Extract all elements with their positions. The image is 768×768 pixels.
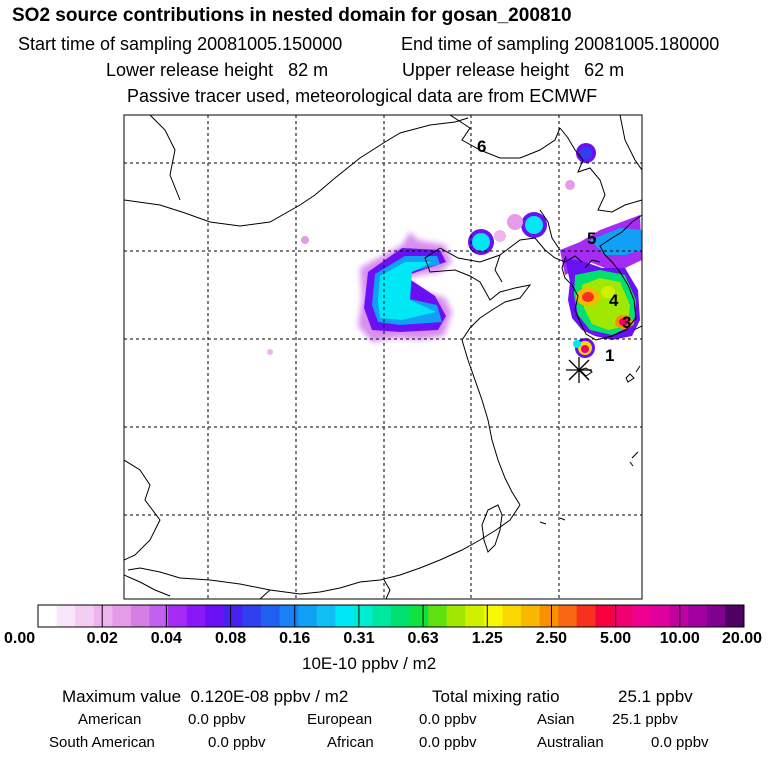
colorbar-swatch <box>112 605 132 627</box>
colorbar-swatch <box>576 605 596 627</box>
colorbar-frame <box>37 604 745 628</box>
colorbar-swatch <box>632 605 652 627</box>
maximum-value-label: Maximum value 0.120E-08 ppbv / m2 <box>62 687 349 706</box>
colorbar-tick-label: 0.04 <box>150 630 182 647</box>
colorbar-swatch <box>725 605 745 627</box>
region-name-asian: Asian <box>537 711 575 728</box>
colorbar-tick-label: 0.16 <box>279 630 311 647</box>
region-name-african: African <box>327 734 374 751</box>
colorbar-tick-label: 1.25 <box>471 630 503 647</box>
start-time-label: Start time of sampling 20081005.150000 <box>18 34 343 54</box>
colorbar-swatch <box>168 605 188 627</box>
colorbar-swatch <box>391 605 411 627</box>
map-frame <box>123 114 643 600</box>
colorbar-swatch <box>205 605 225 627</box>
plume-inland <box>358 232 452 342</box>
coastline-borders <box>124 115 642 599</box>
colorbar-swatch <box>521 605 541 627</box>
colorbar-swatch <box>93 605 113 627</box>
colorbar-swatch <box>279 605 299 627</box>
region-value-american: 0.0 ppbv <box>188 711 246 728</box>
region-value-european: 0.0 ppbv <box>419 711 477 728</box>
colorbar-swatch <box>149 605 169 627</box>
colorbar-swatch <box>353 605 373 627</box>
plume-korea <box>560 215 642 358</box>
colorbar-unit-label: 10E-10 ppbv / m2 <box>302 654 437 673</box>
colorbar-swatch <box>223 605 243 627</box>
page-title: SO2 source contributions in nested domai… <box>12 5 572 26</box>
total-mixing-value: 25.1 ppbv <box>618 687 693 706</box>
region-name-australian: Australian <box>537 734 604 751</box>
colorbar-tick-label: 0.63 <box>407 630 439 647</box>
region-value-south-american: 0.0 ppbv <box>208 734 266 751</box>
colorbar-swatch <box>335 605 355 627</box>
colorbar-swatch <box>688 605 708 627</box>
colorbar-tick-label: 5.00 <box>600 630 632 647</box>
upper-release-label: Upper release height 62 m <box>402 60 625 80</box>
colorbar-swatch <box>706 605 726 627</box>
colorbar-swatch <box>539 605 559 627</box>
colorbar-swatch <box>428 605 448 627</box>
colorbar-tick-label: 0.02 <box>86 630 118 647</box>
colorbar-tick-label: 10.00 <box>659 630 700 647</box>
colorbar-swatch <box>502 605 522 627</box>
colorbar-tick-label: 0.00 <box>4 630 36 647</box>
lower-release-label: Lower release height 82 m <box>106 60 329 80</box>
colorbar-swatch <box>38 605 58 627</box>
colorbar-swatch <box>613 605 634 627</box>
colorbar-swatch <box>446 605 466 627</box>
colorbar-swatch <box>56 605 76 627</box>
colorbar-swatch <box>372 605 392 627</box>
region-name-european: European <box>307 711 373 728</box>
colorbar-swatch <box>186 605 206 627</box>
total-mixing-label: Total mixing ratio <box>432 687 560 706</box>
colorbar-swatch <box>130 605 150 627</box>
colorbar-swatch <box>651 605 671 627</box>
lat-lon-grid <box>124 115 642 599</box>
colorbar <box>37 604 745 628</box>
plume-small-blobs <box>267 143 596 355</box>
colorbar-swatch <box>595 605 615 627</box>
colorbar-swatch <box>483 605 503 627</box>
region-label-5: 5 <box>587 229 596 248</box>
region-label-6: 6 <box>477 137 486 156</box>
colorbar-swatch <box>242 605 262 627</box>
region-label-4: 4 <box>609 291 619 310</box>
colorbar-tick-label: 2.50 <box>535 630 568 647</box>
colorbar-tick-label: 0.08 <box>214 630 247 647</box>
colorbar-tick-label: 20.00 <box>721 630 762 647</box>
colorbar-tick-label: 0.31 <box>343 630 375 647</box>
tracer-note: Passive tracer used, meteorological data… <box>127 86 598 106</box>
region-value-australian: 0.0 ppbv <box>651 734 709 751</box>
colorbar-swatch <box>409 605 429 627</box>
end-time-label: End time of sampling 20081005.180000 <box>401 34 720 54</box>
map-area <box>124 115 642 599</box>
region-value-asian: 25.1 ppbv <box>612 711 678 728</box>
region-label-3: 3 <box>622 313 631 332</box>
region-label-1: 1 <box>605 346 614 365</box>
colorbar-swatch <box>465 605 485 627</box>
colorbar-swatch <box>260 605 281 627</box>
region-name-south-american: South American <box>49 734 155 751</box>
colorbar-swatch <box>298 605 318 627</box>
gosan-star-marker <box>566 357 592 383</box>
region-value-african: 0.0 ppbv <box>419 734 477 751</box>
colorbar-swatch <box>669 605 689 627</box>
region-name-american: American <box>78 711 142 728</box>
colorbar-swatch <box>316 605 336 627</box>
colorbar-swatch <box>75 605 95 627</box>
colorbar-swatch <box>558 605 578 627</box>
